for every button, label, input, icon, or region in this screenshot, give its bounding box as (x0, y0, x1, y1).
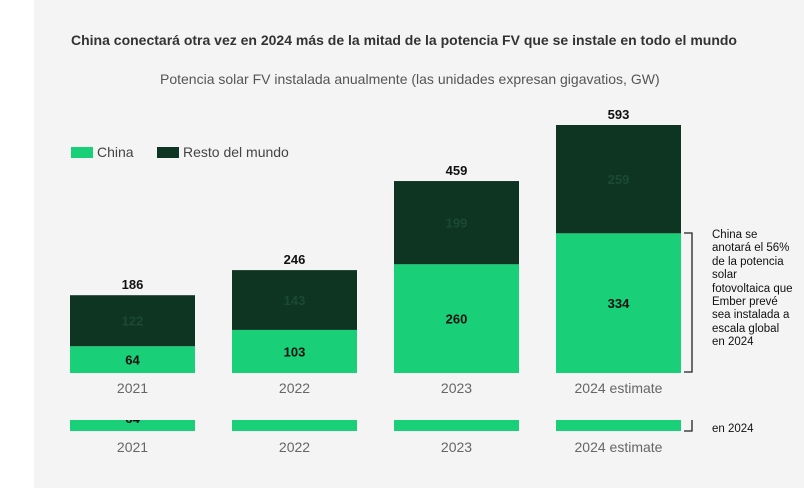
bar-rest-2021 (70, 295, 195, 347)
annotation-text: China se anotará el 56% de la potencia s… (712, 229, 793, 349)
chart-title: China conectará otra vez en 2024 más de … (71, 32, 737, 48)
strip-partial-label: 64 (125, 411, 140, 426)
x-tick-label-2022: 2022 (279, 380, 310, 396)
annotation-fragment: en 2024 (712, 423, 754, 435)
bar-rest-2023 (394, 181, 519, 265)
data-label-rest-2024-estimate: 259 (608, 172, 630, 187)
data-label-rest-2023: 199 (446, 216, 468, 231)
legend-label-china: China (97, 144, 134, 160)
total-label-2024-estimate: 593 (608, 107, 630, 122)
legend-label-rest: Resto del mundo (183, 144, 289, 160)
strip-tick-label-2022: 2022 (279, 439, 310, 455)
strip-tick-label-2021: 2021 (117, 439, 148, 455)
x-tick-label-2021: 2021 (117, 380, 148, 396)
data-label-rest-2021: 122 (122, 314, 144, 329)
data-label-china-2022: 103 (284, 344, 306, 359)
bar-rest-2022 (232, 270, 357, 330)
bar-china-2022 (232, 329, 357, 373)
strip-tick-label-2024-estimate: 2024 estimate (575, 439, 663, 455)
data-label-china-2021: 64 (125, 353, 140, 368)
total-label-2021: 186 (122, 277, 144, 292)
bar-rest-2024-estimate (556, 125, 681, 234)
x-tick-label-2023: 2023 (441, 380, 472, 396)
annotation-bracket (684, 232, 693, 373)
legend-swatch-china (71, 146, 93, 158)
total-label-2023: 459 (446, 163, 468, 178)
data-label-china-2024-estimate: 334 (608, 296, 630, 311)
bar-china-2024-estimate (556, 233, 681, 373)
annotation-bracket-fragment (684, 420, 693, 432)
strip-bar-2024-estimate (556, 420, 681, 431)
strip-bar-2021 (70, 420, 195, 431)
legend-swatch-rest (157, 146, 179, 158)
chart-subtitle: Potencia solar FV instalada anualmente (… (160, 71, 660, 87)
x-tick-label-2024-estimate: 2024 estimate (575, 380, 663, 396)
strip-tick-label-2023: 2023 (441, 439, 472, 455)
data-label-rest-2022: 143 (284, 293, 306, 308)
legend-item-rest: Resto del mundo (157, 144, 289, 160)
strip-bar-2023 (394, 420, 519, 431)
bar-china-2023 (394, 264, 519, 373)
total-label-2022: 246 (284, 252, 306, 267)
legend-item-china: China (71, 144, 134, 160)
bar-china-2021 (70, 346, 195, 373)
data-label-china-2023: 260 (446, 312, 468, 327)
strip-bar-2022 (232, 420, 357, 431)
